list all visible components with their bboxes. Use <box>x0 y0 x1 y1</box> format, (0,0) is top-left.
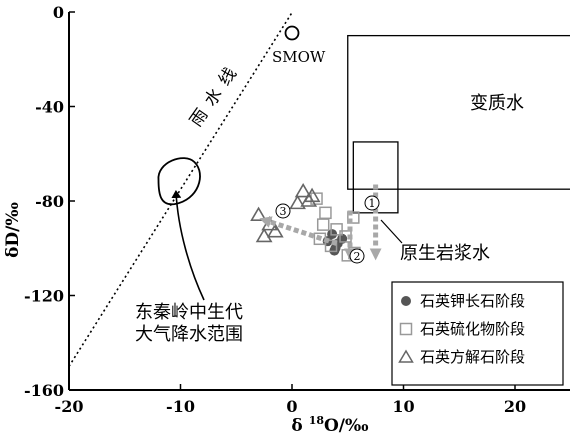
smow-marker <box>284 25 300 41</box>
arrow-label-1: 1 <box>364 195 380 211</box>
data-point-calcite-stage <box>294 182 312 198</box>
arrow-label-3-text: 3 <box>280 205 287 218</box>
data-point-calcite-stage <box>303 187 321 203</box>
data-point-kfeldspar-stage <box>329 245 340 256</box>
meteoric-water-line-label: 雨水线 <box>186 58 245 131</box>
y-axis-title: δD/‰ <box>3 202 23 258</box>
legend-marker-sulfide <box>399 322 413 336</box>
data-point-calcite-stage <box>250 206 267 221</box>
x-tick-label: 0 <box>286 397 297 416</box>
data-point-sulfide-stage <box>319 206 332 220</box>
data-point-calcite-stage <box>266 223 284 238</box>
y-tick-label: -80 <box>35 192 64 211</box>
arrow-label-2: 2 <box>349 248 365 264</box>
data-point-sulfide-stage <box>347 211 360 224</box>
y-tick-label: 0 <box>53 3 64 22</box>
legend-label-calcite: 石英方解石阶段 <box>420 348 525 366</box>
legend-label-kfeldspar: 石英钾长石阶段 <box>420 292 525 310</box>
x-tick-label: -20 <box>55 397 84 416</box>
smow-label: SMOW <box>272 48 326 66</box>
data-series-points <box>250 182 361 262</box>
paleo-meteoric-range-outline <box>157 157 201 206</box>
legend-label-sulfide: 石英硫化物阶段 <box>420 320 525 338</box>
legend: 石英钾长石阶段 石英硫化物阶段 石英方解石阶段 <box>391 281 564 386</box>
arrow-label-1-text: 1 <box>369 197 376 210</box>
legend-marker-kfeldspar <box>401 296 411 306</box>
axis-ticks: -20 -10 0 10 20 0 -40 -80 -120 -160 <box>24 3 526 416</box>
data-point-calcite-stage <box>255 227 273 243</box>
y-tick-label: -160 <box>24 381 64 400</box>
paleo-meteoric-label-line1: 东秦岭中生代 <box>135 302 243 323</box>
metamorphic-water-label: 变质水 <box>470 93 524 114</box>
arrow-label-2-text: 2 <box>354 250 361 263</box>
data-point-sulfide-stage <box>324 239 338 253</box>
arrow-label-3: 3 <box>275 203 291 219</box>
meteoric-water-line <box>69 12 294 367</box>
x-tick-label: 10 <box>392 397 414 416</box>
y-tick-label: -120 <box>24 287 64 306</box>
y-tick-label: -40 <box>35 98 64 117</box>
x-axis-title: δ 18O/‰ <box>291 414 369 436</box>
magmatic-water-leader-line <box>380 219 403 244</box>
x-tick-label: 20 <box>504 397 526 416</box>
legend-box <box>391 281 564 386</box>
data-point-calcite-stage <box>289 194 306 210</box>
data-point-sulfide-stage <box>330 223 343 236</box>
x-tick-label: -10 <box>166 397 195 416</box>
magmatic-water-label: 原生岩浆水 <box>400 243 490 264</box>
trend-arrows <box>259 184 382 261</box>
data-point-sulfide-stage <box>316 218 330 231</box>
trend-arrow-3 <box>259 216 338 246</box>
paleo-meteoric-label-line2: 大气降水范围 <box>135 324 243 345</box>
legend-marker-calcite <box>398 349 414 363</box>
data-point-sulfide-stage <box>310 192 323 205</box>
paleo-meteoric-pointer-arrow <box>171 190 205 301</box>
metamorphic-water-box <box>347 34 570 190</box>
